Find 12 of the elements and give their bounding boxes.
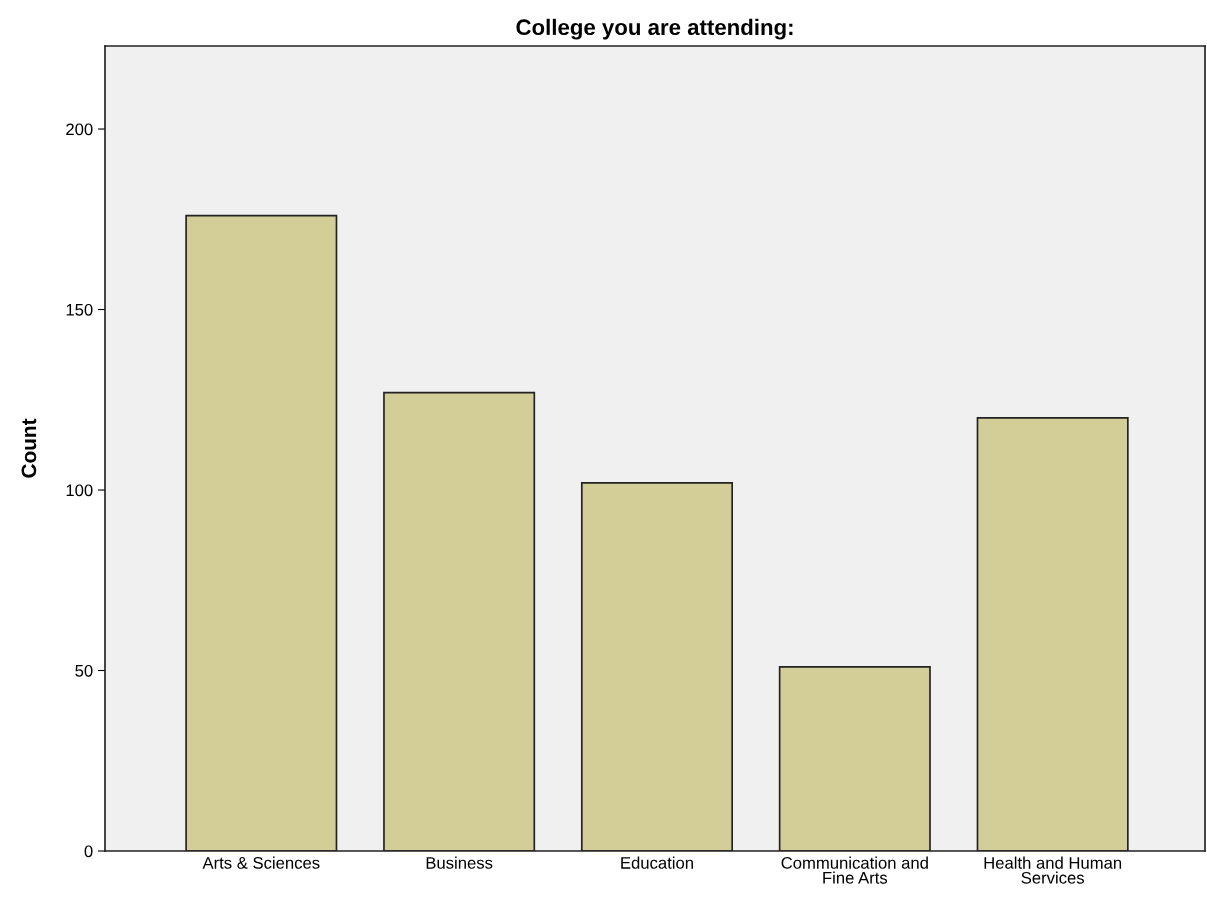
y-tick-label: 100 xyxy=(66,484,93,497)
chart-title: College you are attending: xyxy=(516,18,793,40)
y-axis-title: Count xyxy=(21,418,37,478)
y-tick-label: 0 xyxy=(84,845,93,858)
y-tick-label: 50 xyxy=(75,664,93,677)
y-tick-label: 200 xyxy=(66,123,93,136)
x-tick-label: Arts & Sciences xyxy=(202,856,320,869)
x-tick-label: Health and Human Services xyxy=(984,856,1122,884)
x-tick-label: Business xyxy=(426,856,493,869)
x-tick-label: Education xyxy=(621,856,693,869)
y-tick-label: 150 xyxy=(66,303,93,316)
x-tick-label: Communication and Fine Arts xyxy=(781,856,928,884)
